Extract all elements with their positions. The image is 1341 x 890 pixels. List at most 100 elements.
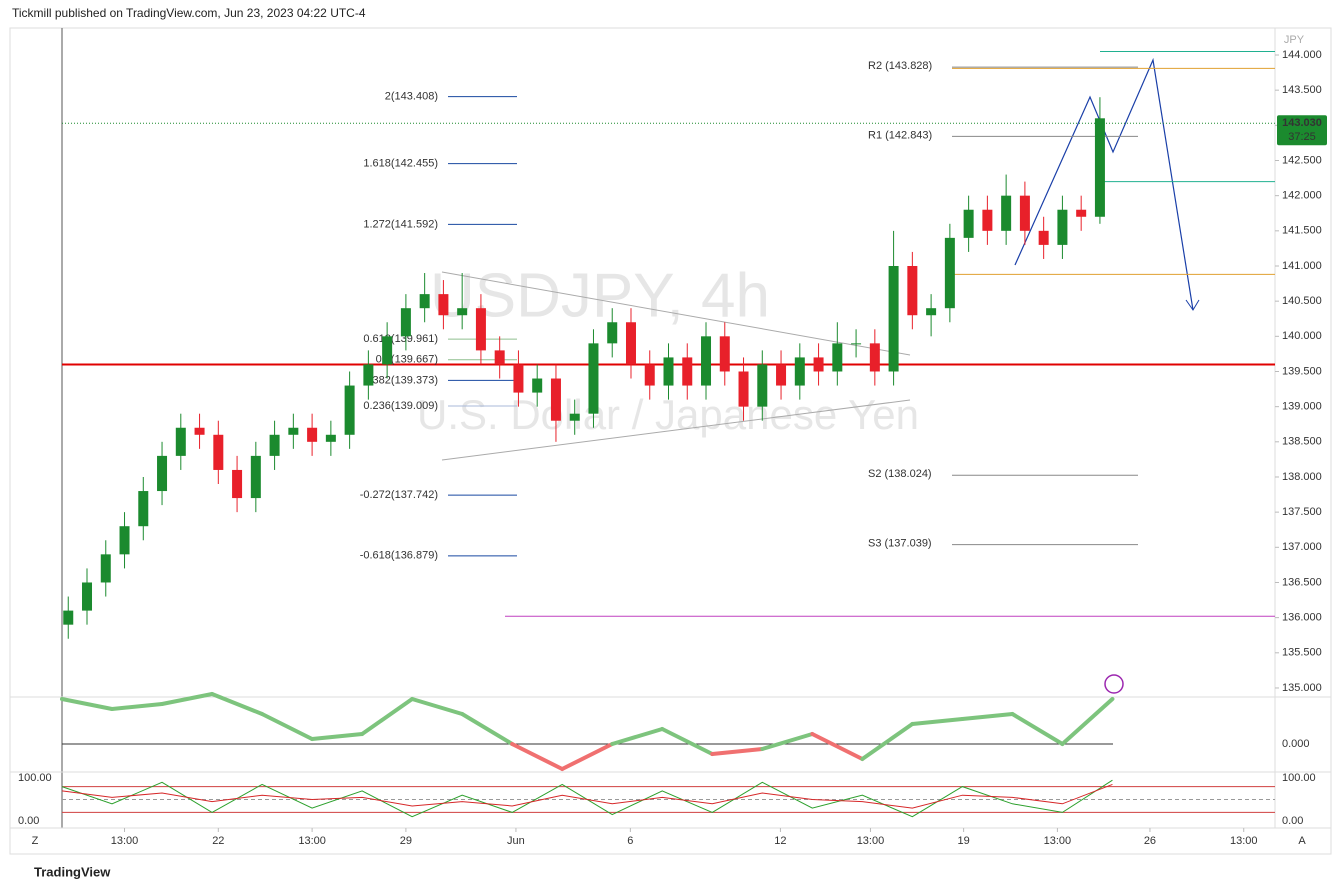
frame (9, 27, 1332, 855)
candle-body (719, 336, 730, 372)
oscillator-segment (510, 742, 565, 771)
candle-body (307, 427, 318, 442)
candle-body (138, 491, 149, 527)
fib-label: 0.236(139.009) (363, 400, 438, 412)
candle-body (1019, 195, 1030, 231)
candle-body (269, 434, 280, 456)
y-tick-label: 139.500 (1282, 365, 1322, 377)
candle-body (82, 582, 93, 611)
x-tick-label: 6 (627, 835, 633, 847)
oscillator-segment (160, 692, 215, 706)
candle-body (475, 308, 486, 351)
alert-icon[interactable] (1104, 674, 1124, 694)
candle-body (175, 427, 186, 456)
candle-body (400, 308, 411, 337)
y-tick-label: 138.500 (1282, 436, 1322, 448)
footer (0, 856, 1341, 890)
scale-button[interactable]: Z (32, 835, 39, 847)
fib-label: 2(143.408) (385, 91, 438, 103)
candle-body (382, 336, 393, 365)
candle-body (832, 343, 843, 372)
fib-label: 0.382(139.373) (363, 374, 438, 386)
fib-label: 0.618(139.961) (363, 333, 438, 345)
candle-body (194, 427, 205, 435)
y-tick-label: 140.500 (1282, 295, 1322, 307)
header: Tickmill published on TradingView.com, J… (12, 6, 366, 20)
pivot-label: S2 (138.024) (868, 468, 932, 480)
candle-body (457, 308, 468, 316)
candle-body (869, 343, 880, 372)
candle-body (250, 455, 261, 499)
candle-body (438, 294, 449, 316)
oscillator-segment (610, 727, 665, 746)
countdown: 37:25 (1288, 131, 1316, 143)
candle-body (119, 526, 130, 555)
oscillator-segment (360, 697, 415, 736)
y-tick-label: 100.00 (1282, 772, 1316, 784)
candle-body (213, 434, 224, 470)
oscillator-segment (1060, 697, 1115, 746)
y-tick-label: 137.000 (1282, 541, 1322, 553)
x-tick-label: 22 (212, 835, 224, 847)
candle-body (363, 364, 374, 386)
fib-label: 1.618(142.455) (363, 158, 438, 170)
x-tick-label: 13:00 (1044, 835, 1072, 847)
oscillator-segment (310, 732, 365, 741)
trend-line (441, 399, 911, 461)
candle-body (794, 357, 805, 386)
candle-body (1076, 209, 1087, 217)
scale-button[interactable]: A (1298, 835, 1306, 847)
candle-body (663, 357, 674, 386)
x-tick-label: Jun (507, 835, 525, 847)
oscillator-segment (910, 717, 965, 726)
x-tick-label: 13:00 (111, 835, 139, 847)
oscillator-segment (710, 747, 765, 756)
oscillator-segment (210, 692, 265, 716)
oscillator-segment (760, 732, 815, 751)
pivot-label: R1 (142.843) (868, 129, 932, 141)
fib-label: -0.272(137.742) (360, 489, 438, 501)
x-tick-label: 13:00 (298, 835, 326, 847)
oscillator-segment (960, 712, 1015, 721)
oscillator-segment (860, 722, 915, 761)
stochastic-line (61, 783, 1113, 809)
candle-body (851, 343, 862, 345)
candle-body (419, 294, 430, 309)
brand: TradingView (34, 864, 111, 879)
y-tick-label-left: 0.00 (18, 815, 39, 827)
y-tick-label: 0.00 (1282, 815, 1303, 827)
x-tick-label: 26 (1144, 835, 1156, 847)
candle-body (944, 237, 955, 309)
pivot-label: R2 (143.828) (868, 60, 932, 72)
candle-body (63, 610, 74, 625)
candle-body (982, 209, 993, 231)
candle-body (569, 413, 580, 421)
y-tick-label: 141.000 (1282, 260, 1322, 272)
pivot-label: S3 (137.039) (868, 537, 932, 549)
y-tick-label: 138.000 (1282, 471, 1322, 483)
candle-body (1057, 209, 1068, 245)
y-tick-label: 137.500 (1282, 506, 1322, 518)
candle-body (757, 364, 768, 407)
candle-body (494, 350, 505, 365)
x-tick-label: 13:00 (1230, 835, 1258, 847)
y-tick-label: 135.000 (1282, 682, 1322, 694)
last-price-tag (1277, 115, 1327, 146)
y-tick-label: 139.000 (1282, 401, 1322, 413)
candle-body (701, 336, 712, 386)
trend-line (441, 271, 911, 356)
y-tick-label: 141.500 (1282, 225, 1322, 237)
y-tick-label: 142.000 (1282, 190, 1322, 202)
candle-body (625, 322, 636, 365)
x-tick-label: 19 (957, 835, 969, 847)
candle-body (550, 378, 561, 421)
oscillator-segment (260, 712, 315, 741)
candle-body (513, 364, 524, 393)
y-tick-label: 144.000 (1282, 49, 1322, 61)
candle-body (100, 554, 111, 583)
candle-body (682, 357, 693, 386)
candle-body (532, 378, 543, 393)
projection-path (1014, 57, 1194, 311)
